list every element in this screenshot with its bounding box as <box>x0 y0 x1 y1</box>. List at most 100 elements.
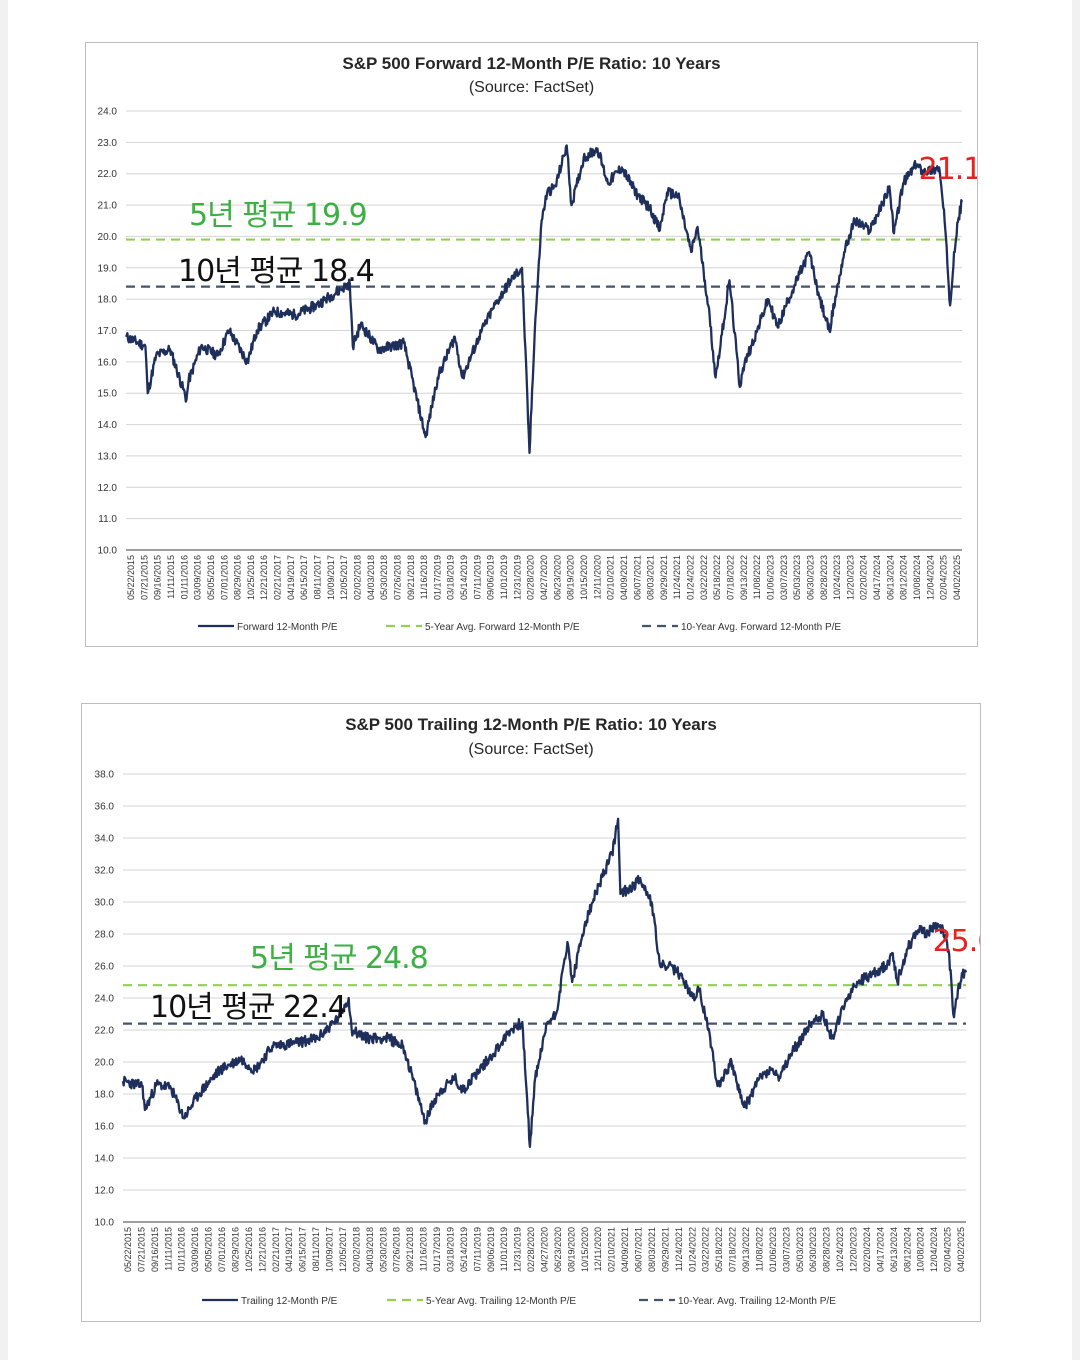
chart-svg: S&P 500 Trailing 12-Month P/E Ratio: 10 … <box>95 715 980 1307</box>
x-tick-label: 04/02/2025 <box>956 1227 966 1272</box>
x-tick-label: 12/04/2024 <box>925 555 935 600</box>
y-tick-label: 34.0 <box>95 834 115 845</box>
x-tick-label: 03/18/2019 <box>446 555 456 600</box>
x-tick-label: 09/21/2018 <box>405 1227 415 1272</box>
x-tick-label: 12/05/2017 <box>338 1227 348 1272</box>
x-tick-label: 08/29/2016 <box>230 1227 240 1272</box>
x-tick-label: 09/21/2018 <box>406 555 416 600</box>
x-tick-label: 09/29/2021 <box>659 555 669 600</box>
x-tick-label: 12/04/2024 <box>929 1227 939 1272</box>
x-tick-label: 10/24/2023 <box>832 555 842 600</box>
y-tick-label: 21.0 <box>98 201 118 212</box>
x-tick-label: 10/09/2017 <box>325 1227 335 1272</box>
x-tick-label: 02/21/2017 <box>271 1227 281 1272</box>
y-tick-label: 23.0 <box>98 138 118 149</box>
x-tick-label: 04/19/2017 <box>286 555 296 600</box>
x-tick-label: 10/08/2024 <box>916 1227 926 1272</box>
x-tick-label: 04/02/2025 <box>952 555 962 600</box>
x-tick-label: 04/27/2020 <box>540 1227 550 1272</box>
x-tick-label: 03/09/2016 <box>193 555 203 600</box>
annotation-label: 10년 평균 18.4 <box>178 254 374 289</box>
x-tick-label: 12/21/2016 <box>259 555 269 600</box>
x-tick-label: 11/01/2019 <box>499 1227 509 1271</box>
y-tick-label: 13.0 <box>98 451 118 462</box>
x-tick-label: 07/18/2022 <box>728 1227 738 1272</box>
x-tick-label: 08/19/2020 <box>566 1227 576 1272</box>
y-tick-label: 14.0 <box>95 1154 115 1165</box>
x-tick-label: 02/10/2021 <box>607 1227 617 1272</box>
x-tick-label: 09/06/2019 <box>486 1227 496 1272</box>
y-tick-label: 38.0 <box>95 770 115 781</box>
y-tick-label: 32.0 <box>95 866 115 877</box>
x-tick-label: 04/03/2018 <box>365 1227 375 1272</box>
y-tick-label: 15.0 <box>98 389 118 400</box>
x-tick-label: 05/05/2016 <box>206 555 216 600</box>
y-tick-label: 10.0 <box>98 546 118 557</box>
x-tick-label: 08/19/2020 <box>566 555 576 600</box>
x-tick-label: 08/12/2024 <box>899 555 909 600</box>
y-tick-label: 22.0 <box>95 1026 115 1037</box>
x-tick-label: 09/16/2015 <box>150 1227 160 1272</box>
x-tick-label: 02/04/2025 <box>943 1227 953 1272</box>
y-tick-label: 17.0 <box>98 326 118 337</box>
x-tick-label: 06/30/2023 <box>808 1227 818 1272</box>
x-tick-label: 02/02/2018 <box>351 1227 361 1272</box>
y-tick-label: 19.0 <box>98 263 118 274</box>
x-tick-label: 12/11/2020 <box>592 555 602 599</box>
x-tick-label: 08/11/2017 <box>313 555 323 599</box>
y-tick-label: 20.0 <box>98 232 118 243</box>
x-tick-label: 06/13/2024 <box>885 555 895 600</box>
x-tick-label: 02/20/2024 <box>862 1227 872 1272</box>
x-tick-label: 05/18/2022 <box>712 555 722 600</box>
annotation-label: 25.6 <box>933 924 980 959</box>
x-tick-label: 02/21/2017 <box>273 555 283 600</box>
x-tick-label: 04/17/2024 <box>872 555 882 600</box>
x-tick-label: 11/08/2022 <box>752 555 762 599</box>
x-tick-label: 10/25/2016 <box>244 1227 254 1272</box>
x-tick-label: 12/20/2023 <box>849 1227 859 1272</box>
chart-subtitle: (Source: FactSet) <box>469 79 594 96</box>
x-tick-label: 05/30/2018 <box>378 1227 388 1272</box>
x-tick-label: 12/20/2023 <box>845 555 855 600</box>
y-tick-label: 26.0 <box>95 962 115 973</box>
x-tick-label: 05/14/2019 <box>459 1227 469 1272</box>
x-tick-label: 08/03/2021 <box>646 555 656 600</box>
x-tick-label: 12/05/2017 <box>339 555 349 600</box>
x-tick-label: 09/16/2015 <box>153 555 163 600</box>
x-tick-label: 10/08/2024 <box>912 555 922 600</box>
annotation-label: 5년 평균 24.8 <box>250 941 428 976</box>
x-tick-label: 04/03/2018 <box>366 555 376 600</box>
x-tick-label: 02/10/2021 <box>606 555 616 600</box>
screen-edge-right <box>1072 0 1080 1360</box>
x-tick-label: 10/25/2016 <box>246 555 256 600</box>
x-tick-label: 12/11/2020 <box>593 1227 603 1271</box>
x-tick-label: 09/06/2019 <box>486 555 496 600</box>
x-tick-label: 07/18/2022 <box>726 555 736 600</box>
annotation-label: 21.1 <box>919 152 977 187</box>
x-tick-label: 02/28/2020 <box>526 1227 536 1272</box>
legend-label: 10-Year Avg. Forward 12-Month P/E <box>681 622 841 633</box>
x-tick-label: 03/07/2023 <box>781 1227 791 1272</box>
x-tick-label: 05/18/2022 <box>714 1227 724 1272</box>
annotation-label: 10년 평균 22.4 <box>150 990 346 1025</box>
screen-edge-left <box>0 0 8 1360</box>
x-tick-label: 05/05/2016 <box>204 1227 214 1272</box>
x-tick-label: 03/07/2023 <box>779 555 789 600</box>
x-tick-label: 08/28/2023 <box>819 555 829 600</box>
x-tick-label: 07/01/2016 <box>217 1227 227 1272</box>
legend-label: 10-Year. Avg. Trailing 12-Month P/E <box>678 1296 836 1307</box>
x-tick-label: 02/02/2018 <box>352 555 362 600</box>
x-tick-label: 12/21/2016 <box>257 1227 267 1272</box>
x-tick-label: 09/13/2022 <box>739 555 749 600</box>
x-tick-label: 01/24/2022 <box>686 555 696 600</box>
x-tick-label: 11/01/2019 <box>499 555 509 599</box>
x-tick-label: 02/04/2025 <box>939 555 949 600</box>
x-tick-label: 04/27/2020 <box>539 555 549 600</box>
x-tick-label: 12/31/2019 <box>512 555 522 600</box>
legend-label: 5-Year Avg. Forward 12-Month P/E <box>425 622 580 633</box>
x-tick-label: 04/19/2017 <box>284 1227 294 1272</box>
x-tick-label: 05/22/2015 <box>126 555 136 600</box>
x-tick-label: 01/17/2019 <box>432 555 442 600</box>
x-tick-label: 07/01/2016 <box>219 555 229 600</box>
y-tick-label: 28.0 <box>95 930 115 941</box>
